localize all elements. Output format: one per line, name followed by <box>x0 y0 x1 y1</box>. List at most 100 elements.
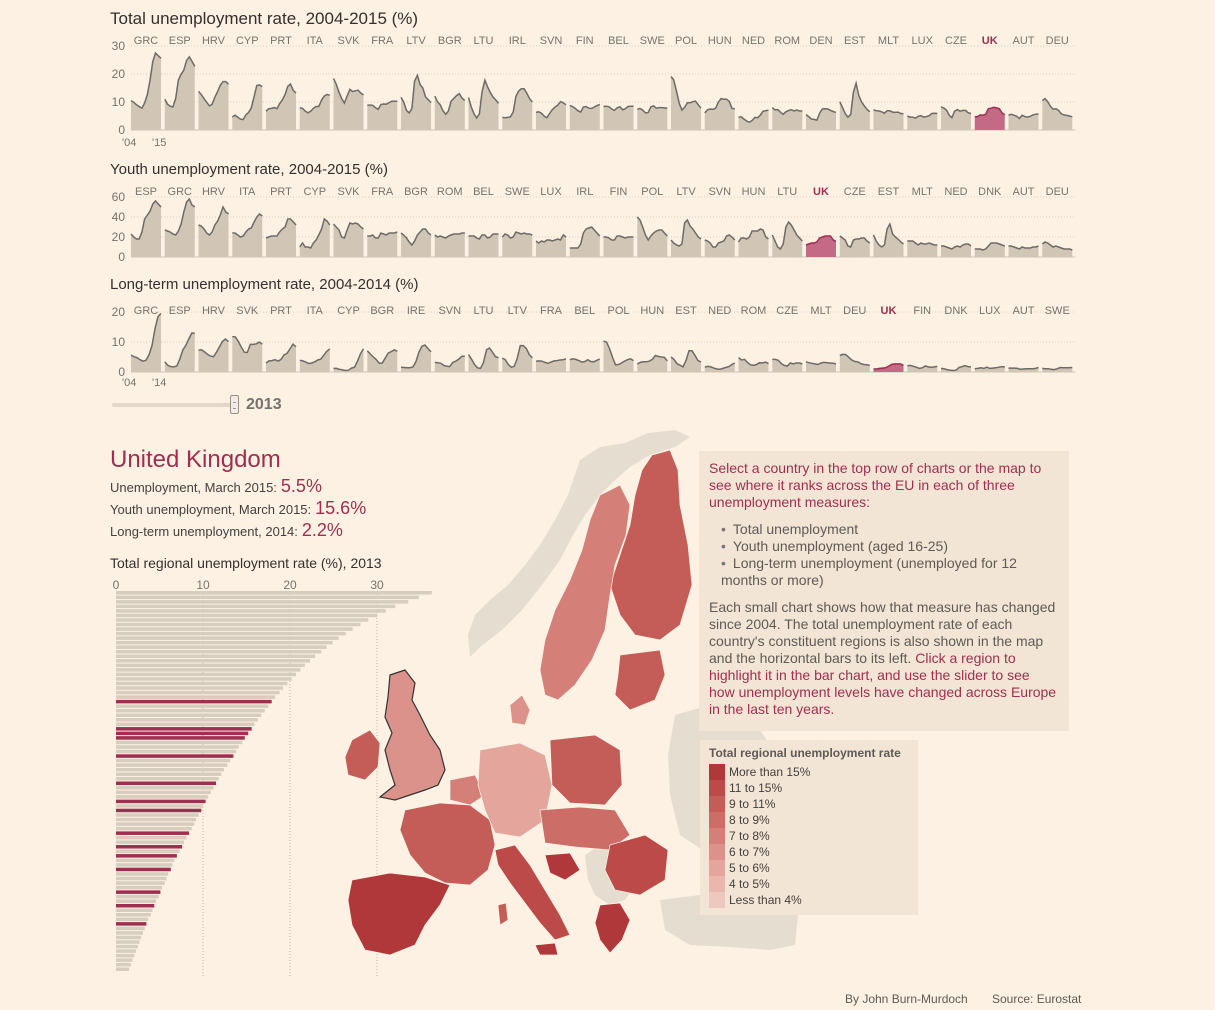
small-chart-bel[interactable]: BEL <box>603 35 634 130</box>
series-label[interactable]: ESP <box>135 186 157 198</box>
regional-bar[interactable] <box>116 863 173 867</box>
regional-bar[interactable] <box>116 622 361 627</box>
series-label[interactable]: CYP <box>303 186 326 198</box>
regional-bar[interactable] <box>116 913 151 917</box>
series-label[interactable]: AUT <box>1013 35 1035 47</box>
series-label[interactable]: LUX <box>979 305 1001 317</box>
small-chart-svk[interactable]: SVK <box>332 35 364 130</box>
small-chart-uk[interactable]: UK <box>974 35 1006 130</box>
series-label[interactable]: PRT <box>270 186 292 198</box>
series-label[interactable]: SVN <box>708 186 731 198</box>
regional-bar[interactable] <box>116 745 239 749</box>
series-label[interactable]: DEU <box>843 305 866 317</box>
regional-bar[interactable] <box>116 740 243 745</box>
small-chart-esp[interactable]: ESP <box>164 35 196 130</box>
regional-bar[interactable] <box>116 867 171 872</box>
regional-bar[interactable] <box>116 922 147 926</box>
regional-bar[interactable] <box>116 926 145 931</box>
small-chart-ltv[interactable]: LTV <box>670 186 702 257</box>
small-chart-swe[interactable]: SWE <box>637 35 668 130</box>
regional-bar[interactable] <box>116 808 202 813</box>
regional-bar[interactable] <box>116 654 316 659</box>
small-chart-uk[interactable]: UK <box>805 186 837 257</box>
series-label[interactable]: FIN <box>610 186 628 198</box>
small-chart-rom[interactable]: ROM <box>434 186 465 257</box>
small-chart-ned[interactable]: NED <box>704 305 736 372</box>
series-label[interactable]: MLT <box>912 186 933 198</box>
series-label[interactable]: BGR <box>438 35 462 47</box>
small-chart-ita[interactable]: ITA <box>299 35 331 130</box>
regional-bar[interactable] <box>116 890 161 894</box>
regional-bar[interactable] <box>116 894 159 899</box>
small-chart-pol[interactable]: POL <box>670 35 702 130</box>
regional-bar[interactable] <box>116 790 211 795</box>
regional-bar[interactable] <box>116 699 272 704</box>
series-label[interactable]: LTU <box>474 305 494 317</box>
series-label[interactable]: MLT <box>878 35 899 47</box>
series-label[interactable]: ITA <box>307 305 324 317</box>
small-chart-hun[interactable]: HUN <box>704 35 735 130</box>
regional-bar[interactable] <box>116 935 142 940</box>
regional-bar[interactable] <box>116 826 192 831</box>
series-label[interactable]: BEL <box>473 186 494 198</box>
small-chart-irl[interactable]: IRL <box>569 186 601 257</box>
year-slider-handle[interactable] <box>230 395 239 414</box>
series-label[interactable]: SVN <box>540 35 563 47</box>
series-label[interactable]: CYP <box>337 305 360 317</box>
series-label[interactable]: FIN <box>913 305 931 317</box>
series-label[interactable]: IRE <box>407 305 425 317</box>
regional-bar[interactable] <box>116 872 169 876</box>
series-label[interactable]: BEL <box>574 305 595 317</box>
small-chart-ltu[interactable]: LTU <box>771 186 803 257</box>
small-chart-hrv[interactable]: HRV <box>198 186 229 257</box>
regional-bar[interactable] <box>116 958 133 962</box>
series-label[interactable]: SVK <box>236 305 259 317</box>
small-chart-ltv[interactable]: LTV <box>400 35 432 130</box>
small-chart-lux[interactable]: LUX <box>535 186 567 257</box>
series-label[interactable]: SVK <box>337 186 360 198</box>
series-label[interactable]: HRV <box>202 35 226 47</box>
regional-bar[interactable] <box>116 876 167 881</box>
small-chart-cze[interactable]: CZE <box>839 186 871 257</box>
series-label[interactable]: PRT <box>270 305 292 317</box>
series-label[interactable]: NED <box>708 305 731 317</box>
regional-bar[interactable] <box>116 799 206 804</box>
series-label[interactable]: POL <box>641 186 663 198</box>
small-chart-dnk[interactable]: DNK <box>974 186 1006 257</box>
series-label[interactable]: BGR <box>404 186 428 198</box>
longterm-unemployment-small-multiples[interactable]: 0 10 20 GRC ESP HRV SVK PRT ITA CYP BGR IRE SVN LTU LT… <box>112 305 1076 389</box>
series-label[interactable]: SWE <box>640 35 665 47</box>
regional-bar[interactable] <box>116 672 297 677</box>
small-chart-pol[interactable]: POL <box>636 186 668 257</box>
series-label[interactable]: SVK <box>337 35 360 47</box>
small-chart-ltu[interactable]: LTU <box>467 305 499 372</box>
map-regions[interactable] <box>344 449 693 956</box>
regional-bar[interactable] <box>116 663 305 668</box>
regional-bar[interactable] <box>116 967 129 971</box>
series-label[interactable]: HRV <box>202 305 226 317</box>
series-label[interactable]: NED <box>742 35 765 47</box>
small-chart-fin[interactable]: FIN <box>907 305 938 372</box>
small-chart-grc[interactable]: GRC <box>130 305 162 372</box>
regional-bar[interactable] <box>116 835 187 840</box>
small-chart-ltu[interactable]: LTU <box>467 35 500 130</box>
series-label[interactable]: EST <box>844 35 866 47</box>
regional-bar[interactable] <box>116 763 228 767</box>
regional-bar[interactable] <box>116 804 203 808</box>
regional-bar[interactable] <box>116 731 249 736</box>
small-chart-prt[interactable]: PRT <box>265 35 297 130</box>
regional-bar[interactable] <box>116 849 180 854</box>
small-chart-bel[interactable]: BEL <box>569 305 601 372</box>
regional-bar[interactable] <box>116 600 409 604</box>
series-label[interactable]: LTU <box>777 186 797 198</box>
small-chart-uk[interactable]: UK <box>873 305 904 372</box>
regional-bar[interactable] <box>116 776 219 781</box>
series-label[interactable]: IRL <box>509 35 526 47</box>
series-label[interactable]: SWE <box>505 186 530 198</box>
regional-bar[interactable] <box>116 645 327 649</box>
regional-bar[interactable] <box>116 908 153 913</box>
small-chart-swe[interactable]: SWE <box>1042 305 1073 372</box>
youth-unemployment-small-multiples[interactable]: 0 20 40 60 ESP GRC HRV ITA PRT CYP SVK FRA BGR ROM BEL… <box>112 186 1076 264</box>
small-chart-aut[interactable]: AUT <box>1008 186 1039 257</box>
small-chart-mlt[interactable]: MLT <box>873 35 904 130</box>
